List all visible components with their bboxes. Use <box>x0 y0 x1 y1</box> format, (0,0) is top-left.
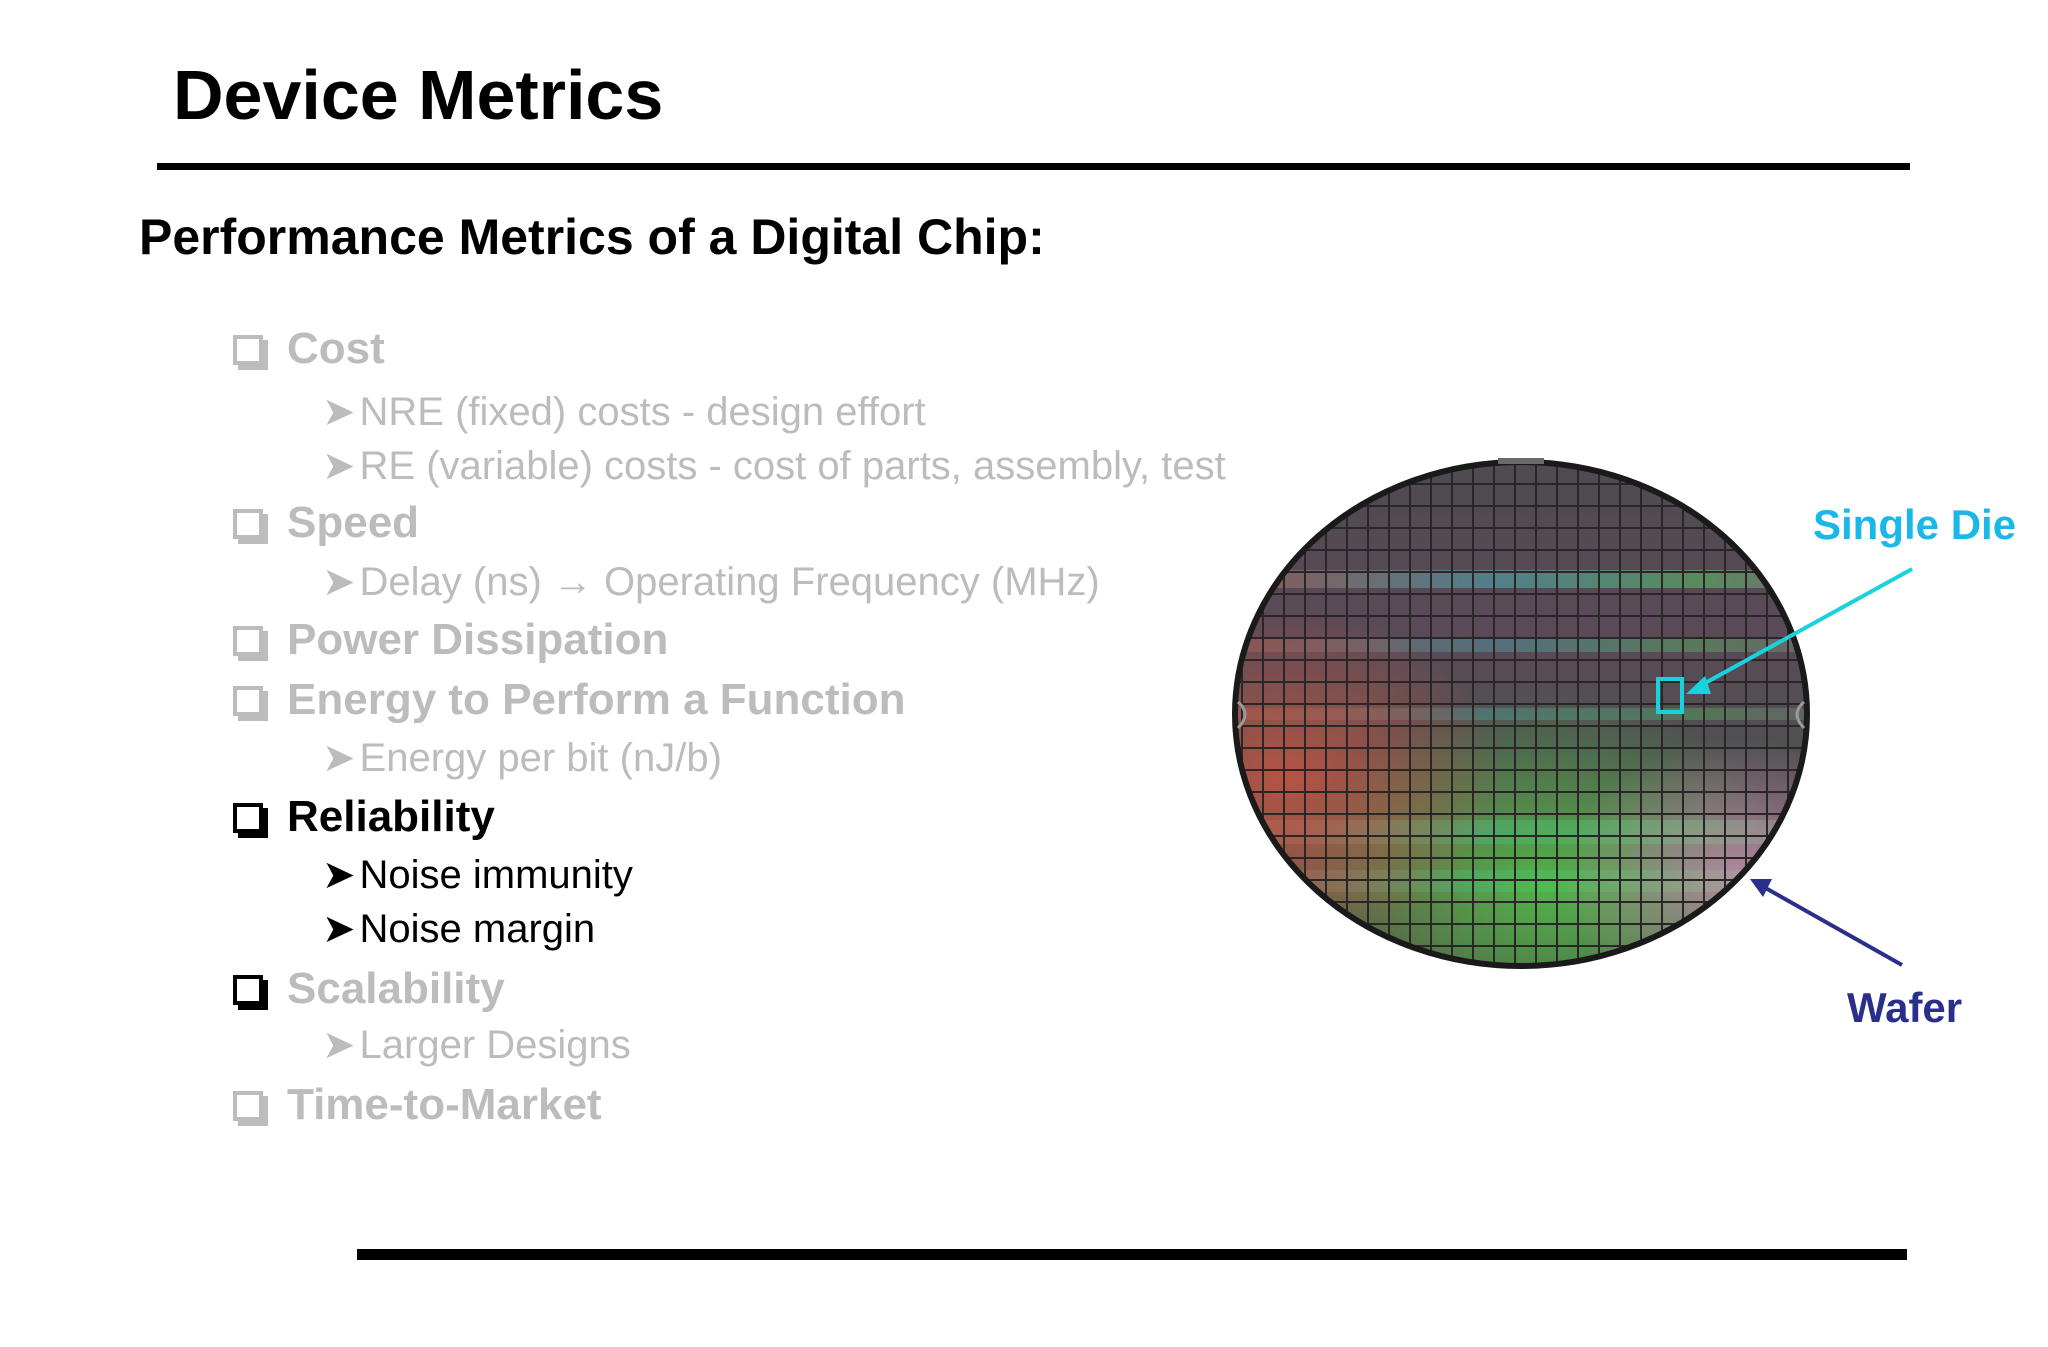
wafer-arrow <box>1761 884 1903 967</box>
arrowhead-bullet-icon: ➤ <box>322 444 356 488</box>
metric-label: Reliability <box>287 792 495 841</box>
square-checkbox-icon <box>233 803 263 833</box>
arrowhead-bullet-icon: ➤ <box>322 560 356 604</box>
wafer-label: Wafer <box>1847 984 1963 1031</box>
sub-item-noise-immunity: ➤ Noise immunity <box>322 855 633 895</box>
slide-subtitle: Performance Metrics of a Digital Chip: <box>139 209 1045 265</box>
square-checkbox-icon <box>233 686 263 716</box>
slide-title: Device Metrics <box>173 56 664 134</box>
arrowhead-bullet-icon: ➤ <box>322 907 356 951</box>
sub-item-text: NRE (fixed) costs - design effort <box>359 390 926 434</box>
metric-speed: Speed <box>233 501 419 545</box>
metric-energy: Energy to Perform a Function <box>233 678 906 722</box>
square-checkbox-icon <box>233 1091 263 1121</box>
single-die-marker <box>1656 677 1684 714</box>
square-checkbox-icon <box>233 509 263 539</box>
sub-item-energy-per-bit: ➤ Energy per bit (nJ/b) <box>322 738 722 778</box>
arrowhead-bullet-icon: ➤ <box>322 853 356 897</box>
metric-label: Scalability <box>287 964 505 1013</box>
title-divider <box>157 163 1910 170</box>
metric-power-dissipation: Power Dissipation <box>233 618 668 662</box>
sub-item-re-costs: ➤ RE (variable) costs - cost of parts, as… <box>322 446 1226 486</box>
metric-label: Energy to Perform a Function <box>287 675 906 724</box>
metric-reliability: Reliability <box>233 795 495 839</box>
metric-time-to-market: Time-to-Market <box>233 1083 602 1127</box>
square-checkbox-icon <box>233 335 263 365</box>
single-die-arrow <box>1697 567 1913 689</box>
square-checkbox-icon <box>233 975 263 1005</box>
sub-item-nre-costs: ➤ NRE (fixed) costs - design effort <box>322 392 926 432</box>
right-arrow-icon <box>1750 879 1772 897</box>
sub-item-text: Noise immunity <box>359 853 633 897</box>
sub-item-delay: ➤ Delay (ns) → Operating Frequency (MHz) <box>322 562 1100 602</box>
wafer-flat-notch <box>1498 458 1544 464</box>
sub-item-text: RE (variable) costs - cost of parts, ass… <box>359 444 1226 488</box>
metric-scalability: Scalability <box>233 967 505 1011</box>
metric-cost: Cost <box>233 327 385 371</box>
metric-label: Power Dissipation <box>287 615 669 664</box>
arrowhead-bullet-icon: ➤ <box>322 736 356 780</box>
sub-item-text: Energy per bit (nJ/b) <box>359 736 722 780</box>
sub-item-text: Noise margin <box>359 907 596 951</box>
arrowhead-bullet-icon: ➤ <box>322 1023 356 1067</box>
wafer-illustration <box>1232 458 1913 969</box>
sub-item-larger-designs: ➤ Larger Designs <box>322 1025 631 1065</box>
arrowhead-bullet-icon: ➤ <box>322 390 356 434</box>
sub-item-text: Delay (ns) → Operating Frequency (MHz) <box>359 560 1100 604</box>
metric-label: Time-to-Market <box>287 1080 602 1129</box>
footer-divider <box>357 1249 1907 1260</box>
square-checkbox-icon <box>233 626 263 656</box>
sub-item-text: Larger Designs <box>359 1023 631 1067</box>
right-arrow-icon <box>1686 676 1711 694</box>
sub-item-noise-margin: ➤ Noise margin <box>322 909 595 949</box>
single-die-label: Single Die <box>1813 501 2017 548</box>
metric-label: Cost <box>287 324 385 373</box>
wafer-surface <box>1235 462 1807 966</box>
metric-label: Speed <box>287 498 420 547</box>
